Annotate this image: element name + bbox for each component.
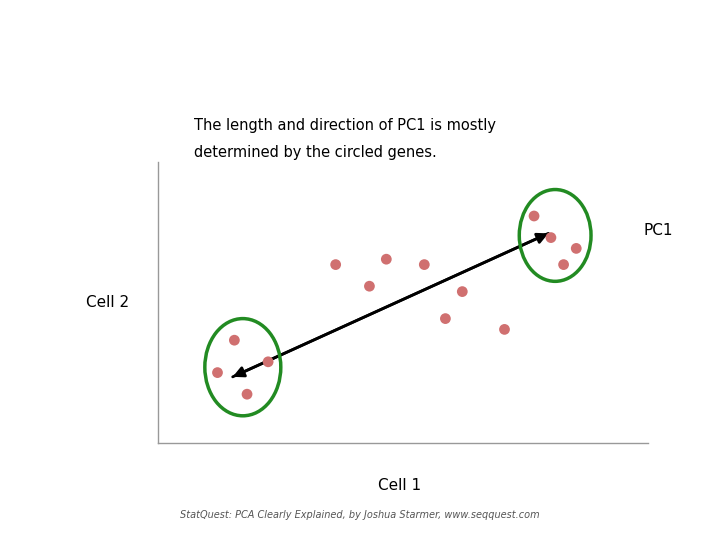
Point — [440, 314, 451, 323]
Point — [499, 325, 510, 334]
Point — [241, 390, 253, 399]
Text: PC1: PC1 — [644, 222, 673, 238]
Point — [456, 287, 468, 296]
Point — [528, 212, 540, 220]
Point — [558, 260, 570, 269]
Point — [229, 336, 240, 345]
Text: determined by the circled genes.: determined by the circled genes. — [194, 145, 437, 160]
Point — [570, 244, 582, 253]
Point — [364, 282, 375, 291]
Text: Cell 2: Cell 2 — [86, 295, 130, 310]
Text: The length and direction of PC1 is mostly: The length and direction of PC1 is mostl… — [194, 118, 496, 133]
Point — [545, 233, 557, 242]
Point — [262, 357, 274, 366]
Point — [212, 368, 223, 377]
Text: StatQuest: PCA Clearly Explained, by Joshua Starmer, www.seqquest.com: StatQuest: PCA Clearly Explained, by Jos… — [180, 510, 540, 521]
Point — [381, 255, 392, 264]
Point — [330, 260, 341, 269]
Point — [418, 260, 430, 269]
Text: Cell 1: Cell 1 — [378, 478, 421, 494]
